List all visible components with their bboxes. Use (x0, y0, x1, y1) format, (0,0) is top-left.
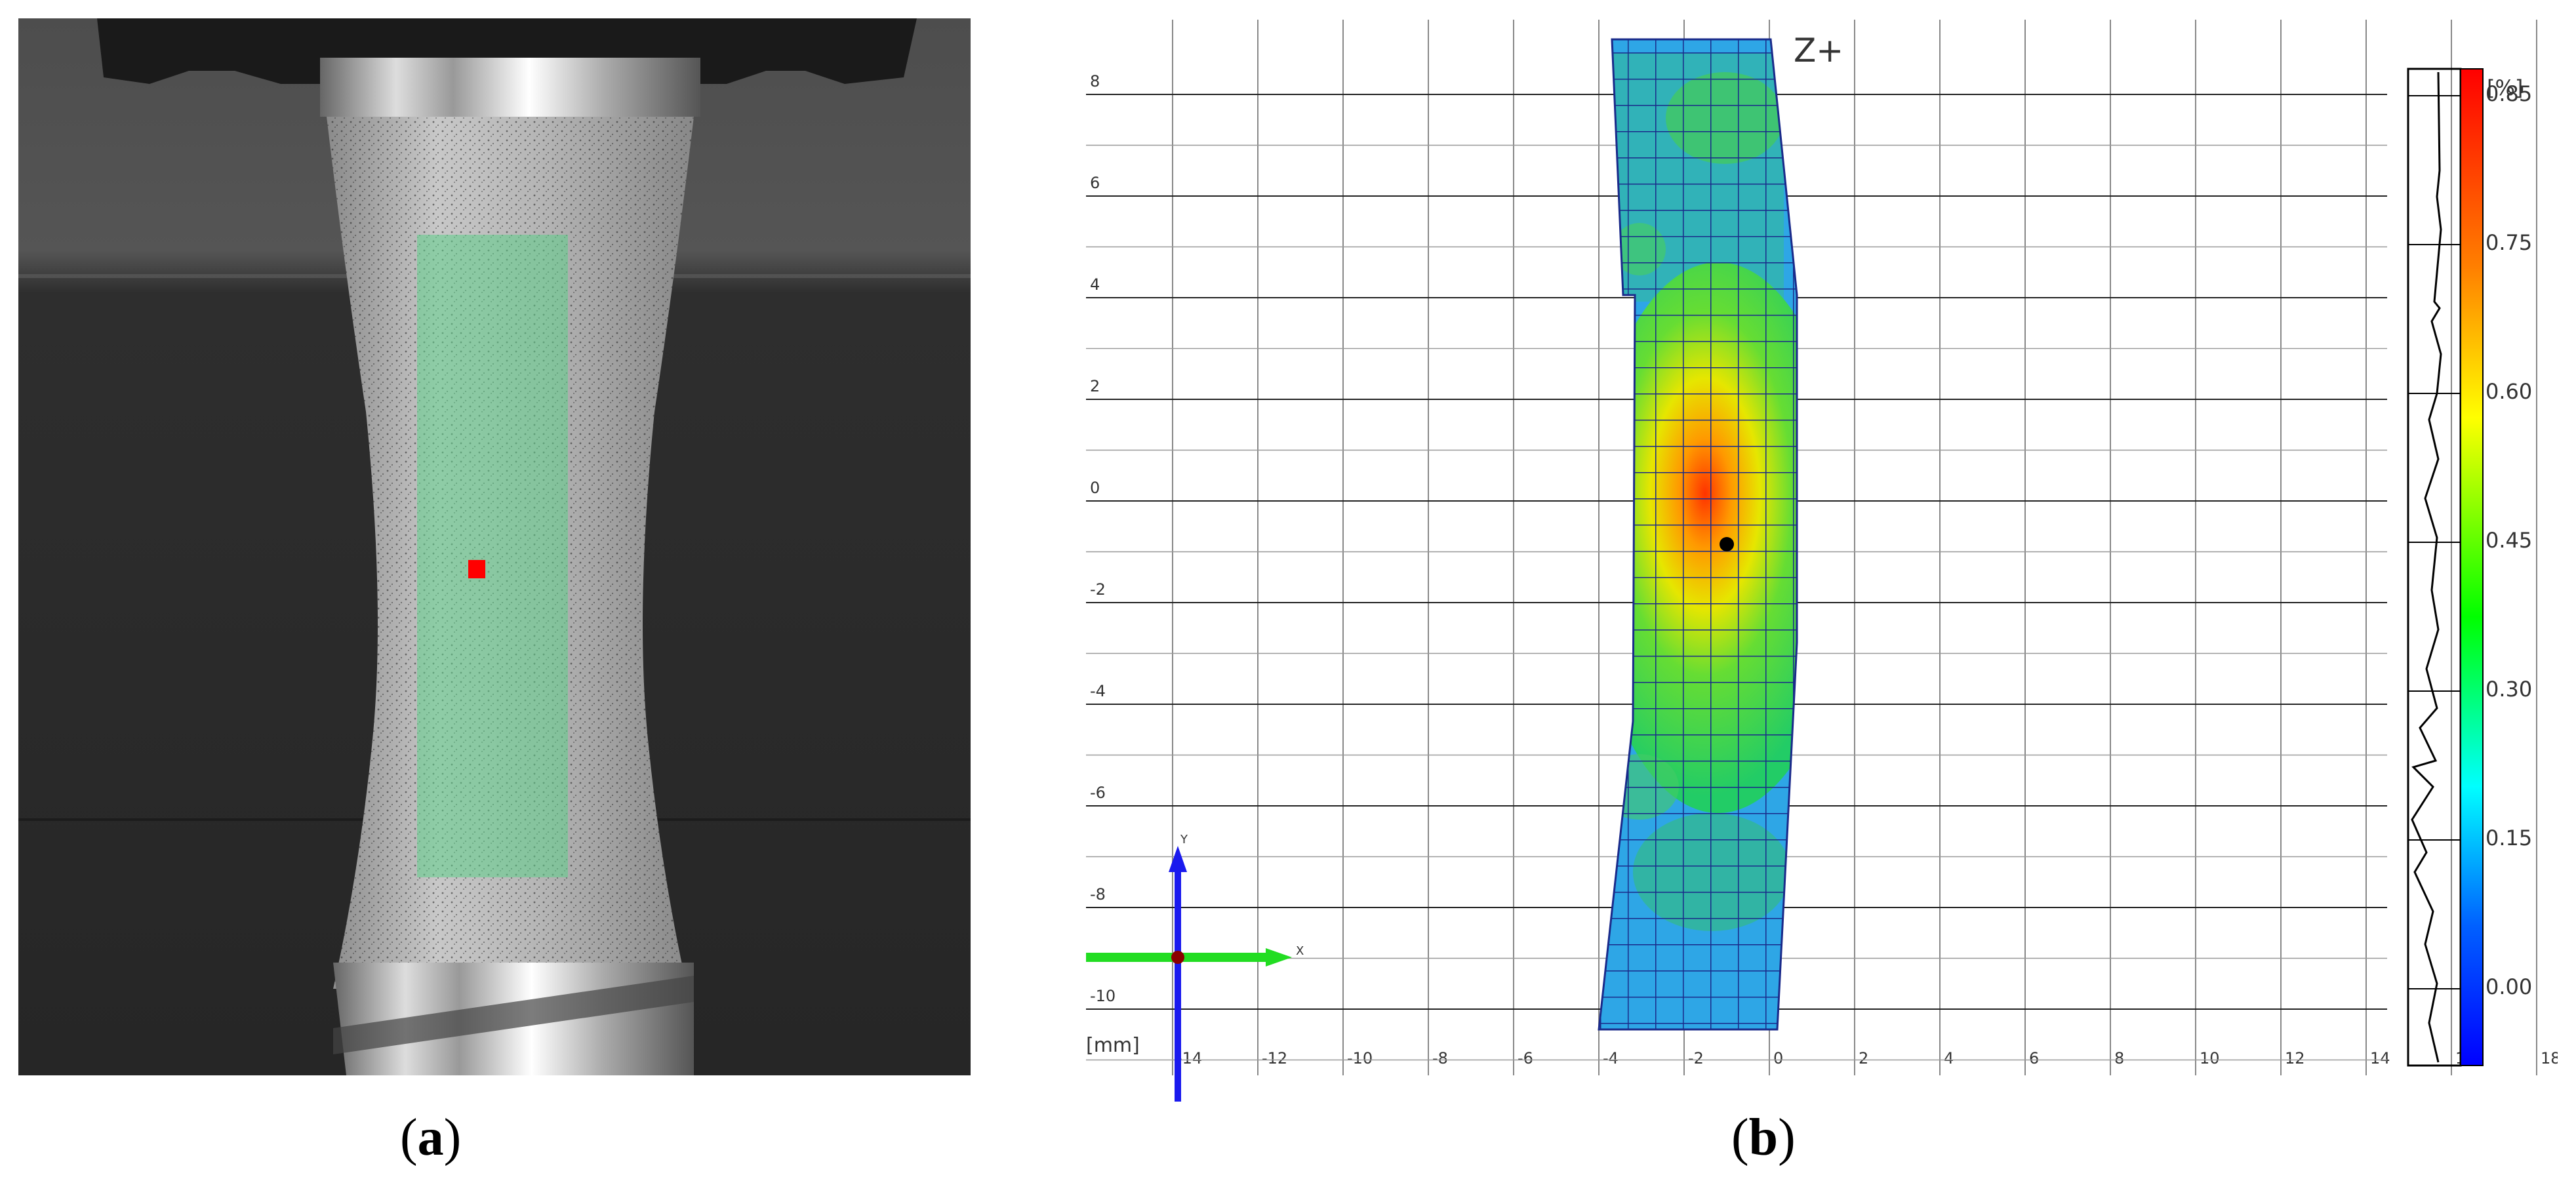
x-tick-label: 12 (2285, 1049, 2305, 1067)
colorbar-tick-label: 0.30 (2485, 677, 2532, 702)
x-tick-label: -12 (1262, 1049, 1287, 1067)
x-tick-label: 0 (1773, 1049, 1783, 1067)
x-tick-label: -2 (1688, 1049, 1704, 1067)
colorbar: 0.850.750.600.450.300.150.00-0.15 [%] (2407, 68, 2540, 1148)
y-tick-label: -6 (1090, 784, 1106, 802)
x-tick-label: -4 (1603, 1049, 1619, 1067)
colorbar-gradient (2460, 68, 2484, 1066)
y-tick-label: -4 (1090, 682, 1106, 700)
y-tick-label: -8 (1090, 885, 1106, 904)
x-tick-label: -10 (1347, 1049, 1373, 1067)
colorbar-profile-line (2411, 71, 2442, 1063)
x-tick-label: 10 (2200, 1049, 2220, 1067)
axes-indicator: X Y (1086, 833, 1304, 1102)
colorbar-tick-label: 0.85 (2485, 81, 2532, 106)
caption-a: (a) (400, 1109, 462, 1166)
x-tick-label: 14 (2370, 1049, 2390, 1067)
y-tick-label: 6 (1090, 174, 1100, 192)
colorbar-tick-label: 0.75 (2485, 230, 2532, 255)
marker-point (468, 560, 485, 578)
unit-label: [mm] (1086, 1034, 1140, 1057)
region-of-interest (417, 235, 568, 877)
strain-field-panel: -14-12-10-8-6-4-202468101214161886420-2-… (1049, 0, 2561, 1148)
x-tick-label: 18 (2541, 1049, 2558, 1067)
axis-x-label: X (1296, 944, 1304, 958)
plot-grid: -14-12-10-8-6-4-202468101214161886420-2-… (1086, 20, 2561, 1075)
measurement-point (1720, 537, 1734, 551)
caption-b: (b) (1731, 1109, 1796, 1166)
x-tick-label: 6 (2029, 1049, 2039, 1067)
top-grip (97, 18, 917, 84)
colorbar-tick-label: 0.15 (2485, 826, 2532, 850)
colorbar-tick-label: 0.45 (2485, 528, 2532, 553)
x-tick-label: 4 (1944, 1049, 1954, 1067)
view-label: Z+ (1794, 31, 1843, 70)
colorbar-tick-label: 0.00 (2485, 974, 2532, 999)
strain-field-svg: -14-12-10-8-6-4-202468101214161886420-2-… (1086, 20, 2561, 1148)
x-tick-label: 8 (2114, 1049, 2124, 1067)
specimen-photo (18, 18, 971, 1075)
y-tick-label: 2 (1090, 377, 1100, 395)
y-tick-label: 0 (1090, 479, 1100, 497)
specimen-photo-svg (18, 18, 971, 1075)
colorbar-tick-label: 0.60 (2485, 379, 2532, 404)
y-tick-label: 4 (1090, 275, 1100, 294)
y-tick-label: 8 (1090, 72, 1100, 90)
x-tick-label: 2 (1859, 1049, 1868, 1067)
x-tick-label: -8 (1432, 1049, 1448, 1067)
x-tick-label: -6 (1518, 1049, 1533, 1067)
y-tick-label: -2 (1090, 580, 1106, 599)
axis-y-label: Y (1180, 833, 1188, 847)
colorbar-unit: [%] (2487, 75, 2523, 100)
y-tick-label: -10 (1090, 987, 1116, 1005)
top-collar (320, 58, 700, 117)
strain-field-map (1599, 39, 1797, 1029)
